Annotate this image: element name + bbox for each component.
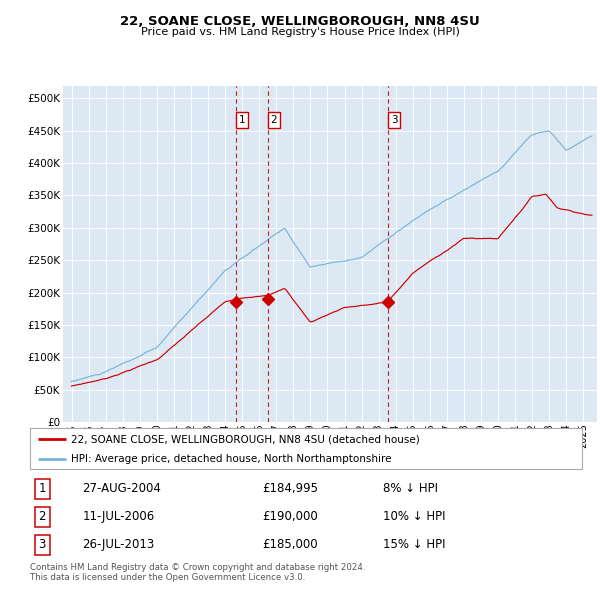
- Text: £185,000: £185,000: [262, 538, 317, 551]
- Text: £184,995: £184,995: [262, 483, 318, 496]
- Text: Price paid vs. HM Land Registry's House Price Index (HPI): Price paid vs. HM Land Registry's House …: [140, 27, 460, 37]
- Text: 8% ↓ HPI: 8% ↓ HPI: [383, 483, 438, 496]
- Text: HPI: Average price, detached house, North Northamptonshire: HPI: Average price, detached house, Nort…: [71, 454, 392, 464]
- Text: 27-AUG-2004: 27-AUG-2004: [82, 483, 161, 496]
- Text: 2: 2: [271, 115, 277, 125]
- Text: 1: 1: [38, 483, 46, 496]
- Text: 11-JUL-2006: 11-JUL-2006: [82, 510, 155, 523]
- Text: 2: 2: [38, 510, 46, 523]
- Text: 15% ↓ HPI: 15% ↓ HPI: [383, 538, 446, 551]
- Text: 22, SOANE CLOSE, WELLINGBOROUGH, NN8 4SU (detached house): 22, SOANE CLOSE, WELLINGBOROUGH, NN8 4SU…: [71, 434, 420, 444]
- Text: 22, SOANE CLOSE, WELLINGBOROUGH, NN8 4SU: 22, SOANE CLOSE, WELLINGBOROUGH, NN8 4SU: [120, 15, 480, 28]
- Text: 3: 3: [38, 538, 46, 551]
- Text: 3: 3: [391, 115, 397, 125]
- Text: 1: 1: [239, 115, 245, 125]
- Text: 26-JUL-2013: 26-JUL-2013: [82, 538, 155, 551]
- Text: Contains HM Land Registry data © Crown copyright and database right 2024.
This d: Contains HM Land Registry data © Crown c…: [30, 563, 365, 582]
- Text: £190,000: £190,000: [262, 510, 317, 523]
- Text: 10% ↓ HPI: 10% ↓ HPI: [383, 510, 446, 523]
